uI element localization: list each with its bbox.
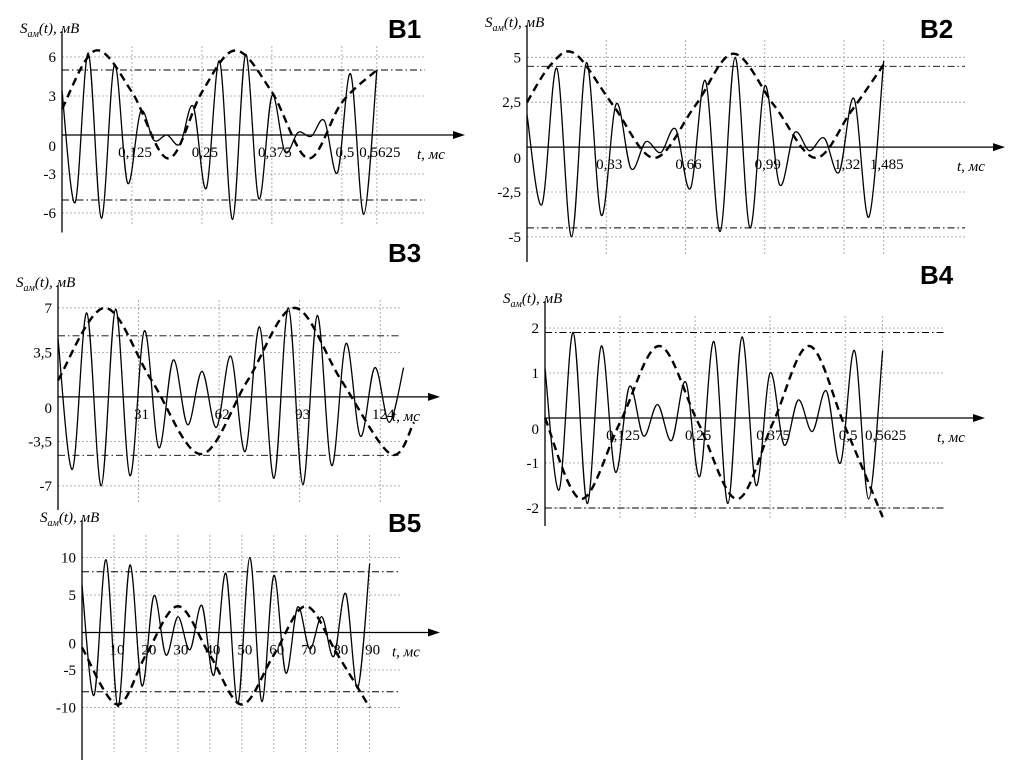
y-tick-label: -2 xyxy=(527,501,540,517)
y-axis-label-rest: (t), мВ xyxy=(504,15,544,31)
y-axis-label-rest: (t), мВ xyxy=(35,275,75,291)
x-tick-label: 31 xyxy=(134,407,149,423)
y-axis-label-rest: (t), мВ xyxy=(39,21,79,37)
x-tick-label: 0,375 xyxy=(756,428,790,444)
x-tick-label: 0,5 xyxy=(839,428,858,444)
signal-line xyxy=(81,556,371,708)
y-tick-label: -1 xyxy=(527,456,540,472)
envelope-line xyxy=(80,605,371,709)
y-tick-label: 2 xyxy=(532,321,540,337)
chart-panel: 31 62 93 124 7 3,5 0 -3,5 -7 В3 t, мс Sам(t), мВ xyxy=(16,238,440,510)
x-tick-label: 0,5625 xyxy=(359,145,400,161)
y-tick-label: -3 xyxy=(44,167,57,183)
y-axis-label: Sам(t), мВ xyxy=(485,15,544,34)
y-axis-label-main: S xyxy=(485,15,493,31)
x-tick-label: 0,66 xyxy=(675,157,702,173)
y-tick-label: 0 xyxy=(69,637,77,653)
chart-title: В5 xyxy=(388,508,421,538)
x-axis-arrow xyxy=(993,143,1005,152)
y-tick-label: -7 xyxy=(40,479,53,495)
y-tick-label: 0 xyxy=(45,401,53,417)
y-tick-label: 7 xyxy=(45,301,53,317)
y-tick-label: -5 xyxy=(509,230,522,246)
x-tick-label: 70 xyxy=(301,643,316,659)
x-tick-label: 1,32 xyxy=(834,157,860,173)
y-tick-label: -10 xyxy=(56,701,76,717)
x-tick-label: 0,125 xyxy=(118,145,152,161)
y-tick-label: 3 xyxy=(49,89,57,105)
y-axis-label: Sам(t), мВ xyxy=(40,510,99,529)
x-axis-arrow xyxy=(453,131,465,139)
y-axis-label: Sам(t), мВ xyxy=(20,21,79,40)
chart-title: В1 xyxy=(388,14,421,44)
y-axis-label: Sам(t), мВ xyxy=(503,291,562,310)
x-tick-label: 0,99 xyxy=(755,157,781,173)
y-axis-label-sub: ам xyxy=(493,23,505,34)
x-tick-label: 0,5 xyxy=(335,145,354,161)
signal-line xyxy=(61,52,378,221)
x-tick-label: 62 xyxy=(215,407,230,423)
y-tick-label: 1 xyxy=(532,366,540,382)
y-axis-label-rest: (t), мВ xyxy=(59,510,99,526)
x-axis-label: t, мс xyxy=(392,645,420,661)
chart-panel: 0,125 0,25 0,375 0,5 0,5625 2 1 0 -1 -2 В4 t, мс Sам… xyxy=(503,260,985,526)
envelope-line xyxy=(543,344,884,518)
x-tick-label: 10 xyxy=(109,643,124,659)
y-tick-label: 10 xyxy=(61,551,76,567)
signal-line xyxy=(57,307,405,487)
y-tick-label: 3,5 xyxy=(33,345,52,361)
x-axis-arrow xyxy=(428,628,440,637)
x-tick-label: 90 xyxy=(365,643,380,659)
x-axis-label: t, мс xyxy=(937,430,965,446)
y-tick-label: 0 xyxy=(514,151,522,167)
x-tick-label: 0,25 xyxy=(192,145,218,161)
x-axis-label: t, мс xyxy=(417,147,445,163)
envelope-line xyxy=(60,49,378,160)
y-tick-label: -2,5 xyxy=(497,185,521,201)
y-tick-label: 5 xyxy=(514,50,522,66)
envelope-line xyxy=(525,50,885,160)
x-axis-label: t, мс xyxy=(957,159,985,175)
y-axis-label: Sам(t), мВ xyxy=(16,275,75,294)
x-tick-label: 0,5625 xyxy=(865,428,906,444)
y-axis-label-sub: ам xyxy=(24,283,36,294)
x-tick-label: 124 xyxy=(372,407,395,423)
x-tick-label: 0,25 xyxy=(685,428,711,444)
chart-title: В4 xyxy=(920,260,954,290)
x-tick-label: 50 xyxy=(237,643,252,659)
y-axis-label-main: S xyxy=(20,21,28,37)
y-axis-label-rest: (t), мВ xyxy=(522,291,562,307)
signal-line xyxy=(544,331,884,505)
y-axis-label-sub: ам xyxy=(28,29,40,40)
y-axis-label-main: S xyxy=(503,291,511,307)
y-axis-label-main: S xyxy=(16,275,24,291)
x-tick-label: 1,485 xyxy=(870,157,904,173)
y-tick-label: 0 xyxy=(49,139,57,155)
signal-line xyxy=(526,56,885,238)
x-tick-label: 30 xyxy=(173,643,188,659)
y-tick-label: 2,5 xyxy=(502,95,521,111)
x-axis-arrow xyxy=(973,414,985,422)
y-tick-label: 6 xyxy=(49,50,57,66)
chart-title: В2 xyxy=(920,14,953,44)
envelope-line xyxy=(56,306,416,457)
y-tick-label: -3,5 xyxy=(28,434,52,450)
x-tick-label: 0,125 xyxy=(606,428,640,444)
y-tick-label: -5 xyxy=(64,663,77,679)
y-tick-label: 5 xyxy=(69,588,77,604)
chart-title: В3 xyxy=(388,238,421,268)
y-axis-label-sub: ам xyxy=(511,299,523,310)
y-tick-label: 0 xyxy=(532,422,540,438)
x-tick-label: 93 xyxy=(295,407,310,423)
y-axis-label-sub: ам xyxy=(48,518,60,529)
x-axis-arrow xyxy=(428,392,440,401)
x-axis-label: t, мс xyxy=(392,409,420,425)
y-axis-label-main: S xyxy=(40,510,48,526)
y-tick-label: -6 xyxy=(44,206,57,222)
